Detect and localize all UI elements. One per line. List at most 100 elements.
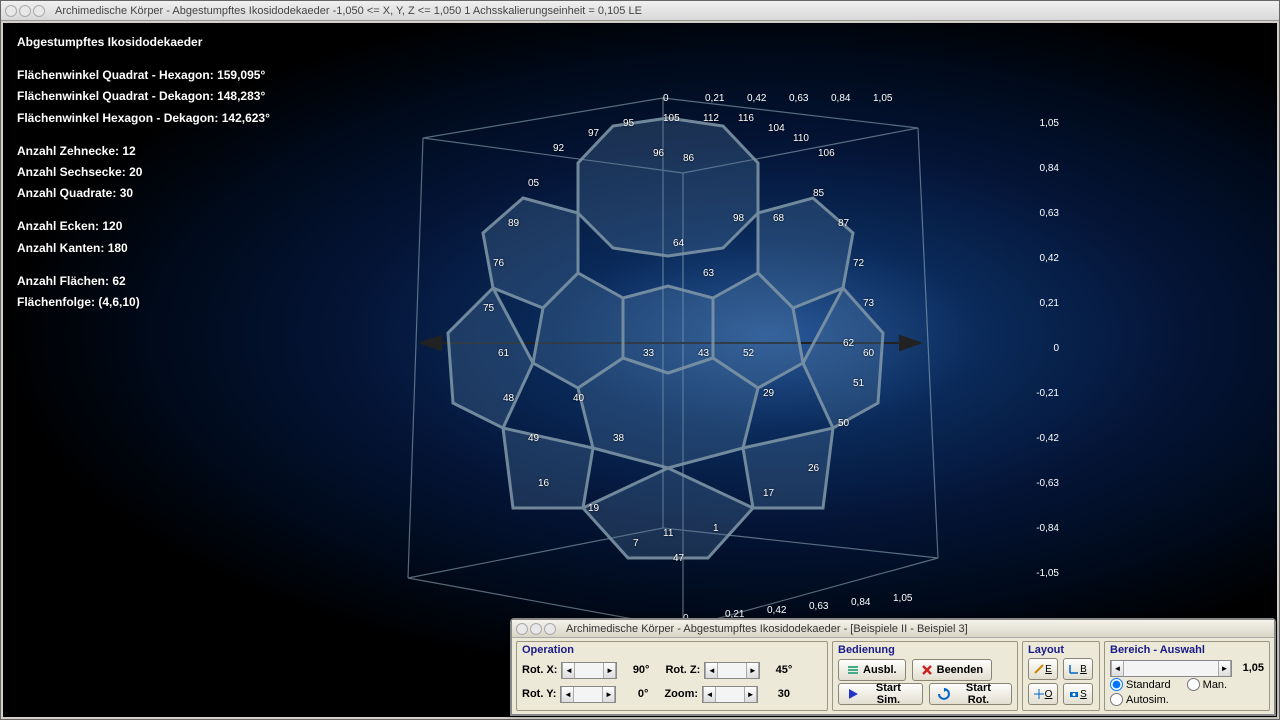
control-titlebar[interactable]: Archimedische Körper - Abgestumpftes Iko… [512, 620, 1274, 638]
control-window[interactable]: Archimedische Körper - Abgestumpftes Iko… [510, 618, 1276, 716]
bottom-tick: 0,63 [809, 601, 828, 612]
viewport-3d[interactable]: Abgestumpftes Ikosidodekaeder Flächenwin… [3, 23, 1277, 717]
bereich-inc[interactable]: ► [1218, 661, 1231, 676]
bereich-title: Bereich - Auswahl [1110, 644, 1264, 656]
z-tick: 1,05 [1040, 118, 1059, 129]
camera-icon [1069, 689, 1079, 699]
info-overlay: Abgestumpftes Ikosidodekaeder Flächenwin… [17, 33, 270, 314]
rotz-val: 45° [764, 664, 792, 676]
vertex-label: 60 [863, 348, 874, 359]
window-close-icon[interactable] [5, 5, 17, 17]
rotx-dec[interactable]: ◄ [562, 663, 575, 678]
bottom-tick: 1,05 [893, 593, 912, 604]
top-tick: 1,05 [873, 93, 892, 104]
rotx-spinner[interactable]: ◄► [561, 662, 617, 679]
vertex-label: 76 [493, 258, 504, 269]
edges-val: 180 [108, 241, 128, 255]
vertex-label: 17 [763, 488, 774, 499]
roty-label: Rot. Y: [522, 688, 556, 700]
vertex-label: 52 [743, 348, 754, 359]
window-max-icon[interactable] [33, 5, 45, 17]
play-icon [847, 688, 859, 700]
rotz-label: Rot. Z: [665, 664, 700, 676]
edges-label: Anzahl Kanten: [17, 241, 104, 255]
list-icon [847, 664, 859, 676]
close-x-icon [921, 664, 933, 676]
rotate-icon [938, 688, 950, 700]
angle-sq-dec-val: 148,283° [217, 89, 265, 103]
vertex-label: 89 [508, 218, 519, 229]
zoom-dec[interactable]: ◄ [703, 687, 716, 702]
vertex-label: 110 [793, 133, 809, 144]
vertex-label: 48 [503, 393, 514, 404]
operation-panel: Operation Rot. X: ◄► 90° Rot. Z: ◄► 45° … [516, 641, 828, 711]
vertex-label: 61 [498, 348, 509, 359]
vertex-label: 05 [528, 178, 539, 189]
top-tick: 0,63 [789, 93, 808, 104]
layout-b-button[interactable]: B [1063, 658, 1093, 680]
hexagons-label: Anzahl Sechsecke: [17, 165, 126, 179]
standard-radio[interactable]: Standard [1110, 678, 1171, 691]
vertex-label: 95 [623, 118, 634, 129]
rotz-dec[interactable]: ◄ [705, 663, 718, 678]
angle-sq-hex-val: 159,095° [217, 68, 265, 82]
scene-3d: 1,050,840,630,420,210-0,21-0,42-0,63-0,8… [363, 48, 973, 638]
main-title: Archimedische Körper - Abgestumpftes Iko… [49, 5, 642, 17]
top-tick: 0,21 [705, 93, 724, 104]
ausbl-button[interactable]: Ausbl. [838, 659, 906, 681]
seq-label: Flächenfolge: [17, 295, 95, 309]
rotx-label: Rot. X: [522, 664, 557, 676]
autosim-radio[interactable]: Autosim. [1110, 693, 1169, 706]
window-min-icon[interactable] [19, 5, 31, 17]
vertex-label: 1 [713, 523, 719, 534]
bereich-val: 1,05 [1236, 662, 1264, 674]
zoom-spinner[interactable]: ◄► [702, 686, 758, 703]
rotz-inc[interactable]: ► [746, 663, 759, 678]
start-sim-button[interactable]: Start Sim. [838, 683, 923, 705]
layout-e-button[interactable]: E [1028, 658, 1058, 680]
vertex-label: 50 [838, 418, 849, 429]
man-radio[interactable]: Man. [1187, 678, 1227, 691]
vertex-label: 26 [808, 463, 819, 474]
z-tick: 0,42 [1040, 253, 1059, 264]
ctrl-min-icon[interactable] [530, 623, 542, 635]
zoom-label: Zoom: [664, 688, 698, 700]
top-tick: 0 [663, 93, 669, 104]
z-tick: -0,63 [1036, 478, 1059, 489]
ctrl-max-icon[interactable] [544, 623, 556, 635]
vertex-label: 116 [738, 113, 754, 124]
vertex-label: 97 [588, 128, 599, 139]
main-titlebar[interactable]: Archimedische Körper - Abgestumpftes Iko… [1, 1, 1279, 21]
ctrl-close-icon[interactable] [516, 623, 528, 635]
angle-hex-dec-val: 142,623° [222, 111, 270, 125]
vertex-label: 105 [663, 113, 680, 124]
vertex-label: 29 [763, 388, 774, 399]
beenden-button[interactable]: Beenden [912, 659, 992, 681]
faces-label: Anzahl Flächen: [17, 274, 109, 288]
rotz-spinner[interactable]: ◄► [704, 662, 760, 679]
axes-icon [1069, 664, 1079, 674]
bereich-dec[interactable]: ◄ [1111, 661, 1124, 676]
roty-dec[interactable]: ◄ [561, 687, 574, 702]
roty-spinner[interactable]: ◄► [560, 686, 616, 703]
bedienung-panel: Bedienung Ausbl. Beenden Start Sim. Star… [832, 641, 1018, 711]
pencil-icon [1034, 664, 1044, 674]
faces-val: 62 [112, 274, 125, 288]
z-tick: -0,84 [1036, 523, 1059, 534]
zoom-inc[interactable]: ► [744, 687, 757, 702]
roty-inc[interactable]: ► [602, 687, 615, 702]
bottom-tick: 0,42 [767, 605, 786, 616]
start-rot-button[interactable]: Start Rot. [929, 683, 1012, 705]
info-heading: Abgestumpftes Ikosidodekaeder [17, 33, 270, 52]
bereich-panel: Bereich - Auswahl ◄► 1,05 Standard Man. … [1104, 641, 1270, 711]
layout-s-button[interactable]: S [1063, 683, 1093, 705]
vertices-val: 120 [102, 219, 122, 233]
vertex-label: 85 [813, 188, 824, 199]
rotx-inc[interactable]: ► [603, 663, 616, 678]
hexagons-val: 20 [129, 165, 142, 179]
bereich-spinner[interactable]: ◄► [1110, 660, 1232, 677]
vertex-label: 96 [653, 148, 664, 159]
vertex-label: 47 [673, 553, 684, 564]
layout-o-button[interactable]: O [1028, 683, 1058, 705]
vertex-label: 62 [843, 338, 854, 349]
